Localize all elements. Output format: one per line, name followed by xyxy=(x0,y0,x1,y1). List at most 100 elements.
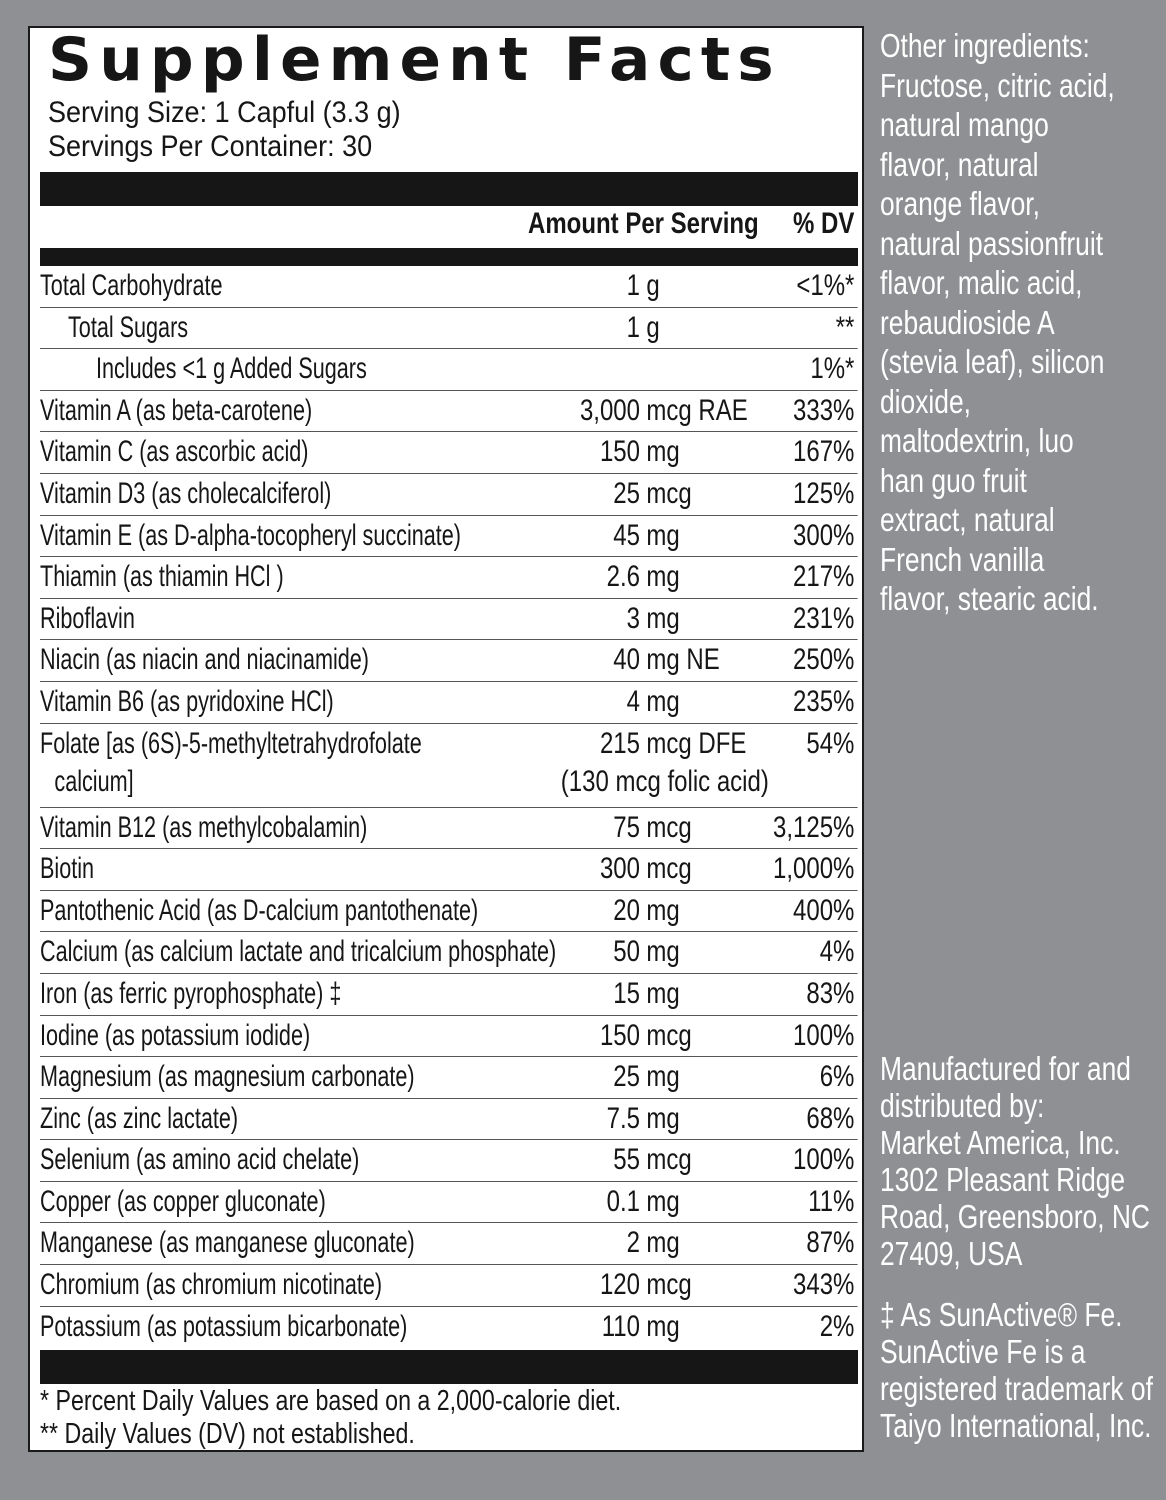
table-row: Iron (as ferric pyrophosphate) ‡ 15 mg 83% xyxy=(40,974,858,1016)
amount-note: (130 mcg folic acid) xyxy=(560,764,769,798)
daily-value: 2% xyxy=(819,1309,855,1343)
amount-unit: mg xyxy=(646,684,680,718)
amount-unit: g xyxy=(646,269,660,302)
amount-number: 215 xyxy=(599,726,640,760)
amount-unit: mg xyxy=(646,1184,680,1218)
daily-value: 11% xyxy=(808,1184,855,1218)
table-row: Biotin 300 mcg 1,000% xyxy=(40,849,858,891)
text-line: (stevia leaf), silicon xyxy=(880,343,1105,380)
amount-number: 3 xyxy=(626,601,640,635)
amount-unit: mcg xyxy=(646,1143,692,1177)
daily-value: 400% xyxy=(793,893,855,927)
text-line: 1302 Pleasant Ridge xyxy=(880,1161,1126,1198)
text-line: maltodextrin, luo xyxy=(880,422,1074,459)
nutrient-name: Niacin (as niacin and niacinamide) xyxy=(40,643,369,677)
table-row: Iodine (as potassium iodide) 150 mcg 100% xyxy=(40,1016,858,1058)
amount-unit: mcg xyxy=(646,476,692,510)
nutrient-name: Folate [as (6S)-5-methyltetrahydrofolate xyxy=(40,726,422,760)
nutrient-name: Vitamin D3 (as cholecalciferol) xyxy=(40,476,332,510)
text-line: natural mango xyxy=(880,106,1049,143)
amount-number: 300 xyxy=(599,852,640,886)
amount-unit: mg xyxy=(646,1101,680,1135)
text-line: flavor, natural xyxy=(880,145,1039,183)
table-row: Zinc (as zinc lactate) 7.5 mg 68% xyxy=(40,1099,858,1141)
daily-value: 300% xyxy=(793,518,855,552)
serving-size: Serving Size: 1 Capful (3.3 g) xyxy=(48,96,401,129)
nutrient-name: Chromium (as chromium nicotinate) xyxy=(40,1268,383,1302)
nutrient-name: Thiamin (as thiamin HCl ) xyxy=(40,560,284,594)
text-line: han guo fruit xyxy=(880,461,1027,499)
amount-number: 15 xyxy=(613,976,640,1010)
table-row: Total Sugars 1 g ** xyxy=(40,308,858,350)
divider-bar xyxy=(40,172,858,206)
text-line: Fructose, citric acid, xyxy=(880,66,1115,104)
amount-unit: mg NE xyxy=(646,643,720,677)
table-row: Chromium (as chromium nicotinate) 120 mcg 3… xyxy=(40,1265,858,1307)
nutrient-name: Zinc (as zinc lactate) xyxy=(40,1101,239,1135)
other-ingredients: Other ingredients: Fructose, citric acid,… xyxy=(880,26,1115,619)
amount-unit: mg xyxy=(646,601,680,635)
daily-value: 231% xyxy=(793,601,855,635)
header-amount: Amount Per Serving xyxy=(528,207,759,240)
daily-value: <1%* xyxy=(796,269,855,302)
amount-number: 75 xyxy=(613,810,640,844)
amount-unit: mcg xyxy=(646,1268,692,1302)
amount-number: 45 xyxy=(613,518,640,552)
nutrient-name-continued: calcium] xyxy=(54,764,134,798)
nutrient-name: Vitamin A (as beta-carotene) xyxy=(40,393,313,427)
daily-value: 125% xyxy=(793,476,855,510)
amount-unit: mg xyxy=(646,560,680,594)
table-row: Calcium (as calcium lactate and tricalci… xyxy=(40,932,858,974)
table-row: Manganese (as manganese gluconate) 2 mg 87% xyxy=(40,1223,858,1266)
amount-number: 0.1 xyxy=(606,1184,640,1218)
nutrient-name: Calcium (as calcium lactate and tricalci… xyxy=(40,935,557,969)
table-row: Pantothenic Acid (as D-calcium pantothen… xyxy=(40,891,858,933)
table-row: Includes <1 g Added Sugars 1%* xyxy=(40,349,858,391)
daily-value: 68% xyxy=(806,1101,855,1135)
text-line: dioxide, xyxy=(880,382,971,420)
text-line: Market America, Inc. xyxy=(880,1124,1121,1161)
amount-unit: mcg xyxy=(646,1018,692,1052)
daily-value: 1,000% xyxy=(773,852,855,886)
manufacturer-info: Manufactured for and distributed by: Marke… xyxy=(880,1050,1150,1272)
daily-value: 250% xyxy=(793,643,855,677)
amount-unit: mg xyxy=(646,976,680,1010)
table-row: Vitamin B12 (as methylcobalamin) 75 mcg 3,1… xyxy=(40,808,858,850)
nutrient-name: Potassium (as potassium bicarbonate) xyxy=(40,1309,408,1343)
daily-value: 333% xyxy=(793,393,855,427)
text-line: registered trademark of xyxy=(880,1370,1153,1407)
amount-unit: mg xyxy=(646,1226,680,1260)
amount-unit: mcg RAE xyxy=(646,393,748,427)
nutrient-name: Pantothenic Acid (as D-calcium pantothen… xyxy=(40,893,479,927)
amount-unit: mcg xyxy=(646,852,692,886)
daily-value: 54% xyxy=(806,726,855,760)
table-row: Vitamin C (as ascorbic acid) 150 mg 167% xyxy=(40,432,858,474)
table-row: Folate [as (6S)-5-methyltetrahydrofolate… xyxy=(40,724,858,808)
amount-unit: mg xyxy=(646,1309,680,1343)
table-row: Vitamin A (as beta-carotene) 3,000 mcg RAE… xyxy=(40,391,858,433)
footnote-not-established: ** Daily Values (DV) not established. xyxy=(40,1418,415,1450)
amount-unit: mg xyxy=(646,518,680,552)
nutrient-name: Magnesium (as magnesium carbonate) xyxy=(40,1060,415,1094)
nutrient-name: Copper (as copper gluconate) xyxy=(40,1184,326,1218)
amount-unit: g xyxy=(646,310,660,344)
amount-number: 25 xyxy=(613,476,640,510)
daily-value: 3,125% xyxy=(773,810,855,844)
servings-per-container: Servings Per Container: 30 xyxy=(48,130,373,163)
daily-value: 100% xyxy=(793,1143,855,1177)
nutrient-name: Iodine (as potassium iodide) xyxy=(40,1018,311,1052)
daily-value: 167% xyxy=(793,435,855,469)
amount-number: 110 xyxy=(601,1309,640,1343)
divider-bar xyxy=(40,1350,858,1384)
table-row: Vitamin E (as D-alpha-tocopheryl succina… xyxy=(40,516,858,558)
amount-number: 50 xyxy=(613,935,640,969)
nutrient-name: Includes <1 g Added Sugars xyxy=(96,352,367,386)
daily-value: 235% xyxy=(793,684,855,718)
nutrient-name: Vitamin B12 (as methylcobalamin) xyxy=(40,810,368,844)
amount-number: 4 xyxy=(626,684,640,718)
nutrient-name: Total Sugars xyxy=(68,310,189,344)
amount-number: 7.5 xyxy=(606,1101,640,1135)
table-row: Vitamin B6 (as pyridoxine HCl) 4 mg 235% xyxy=(40,682,858,724)
daily-value: 1%* xyxy=(810,352,855,386)
amount-number: 40 xyxy=(613,643,640,677)
